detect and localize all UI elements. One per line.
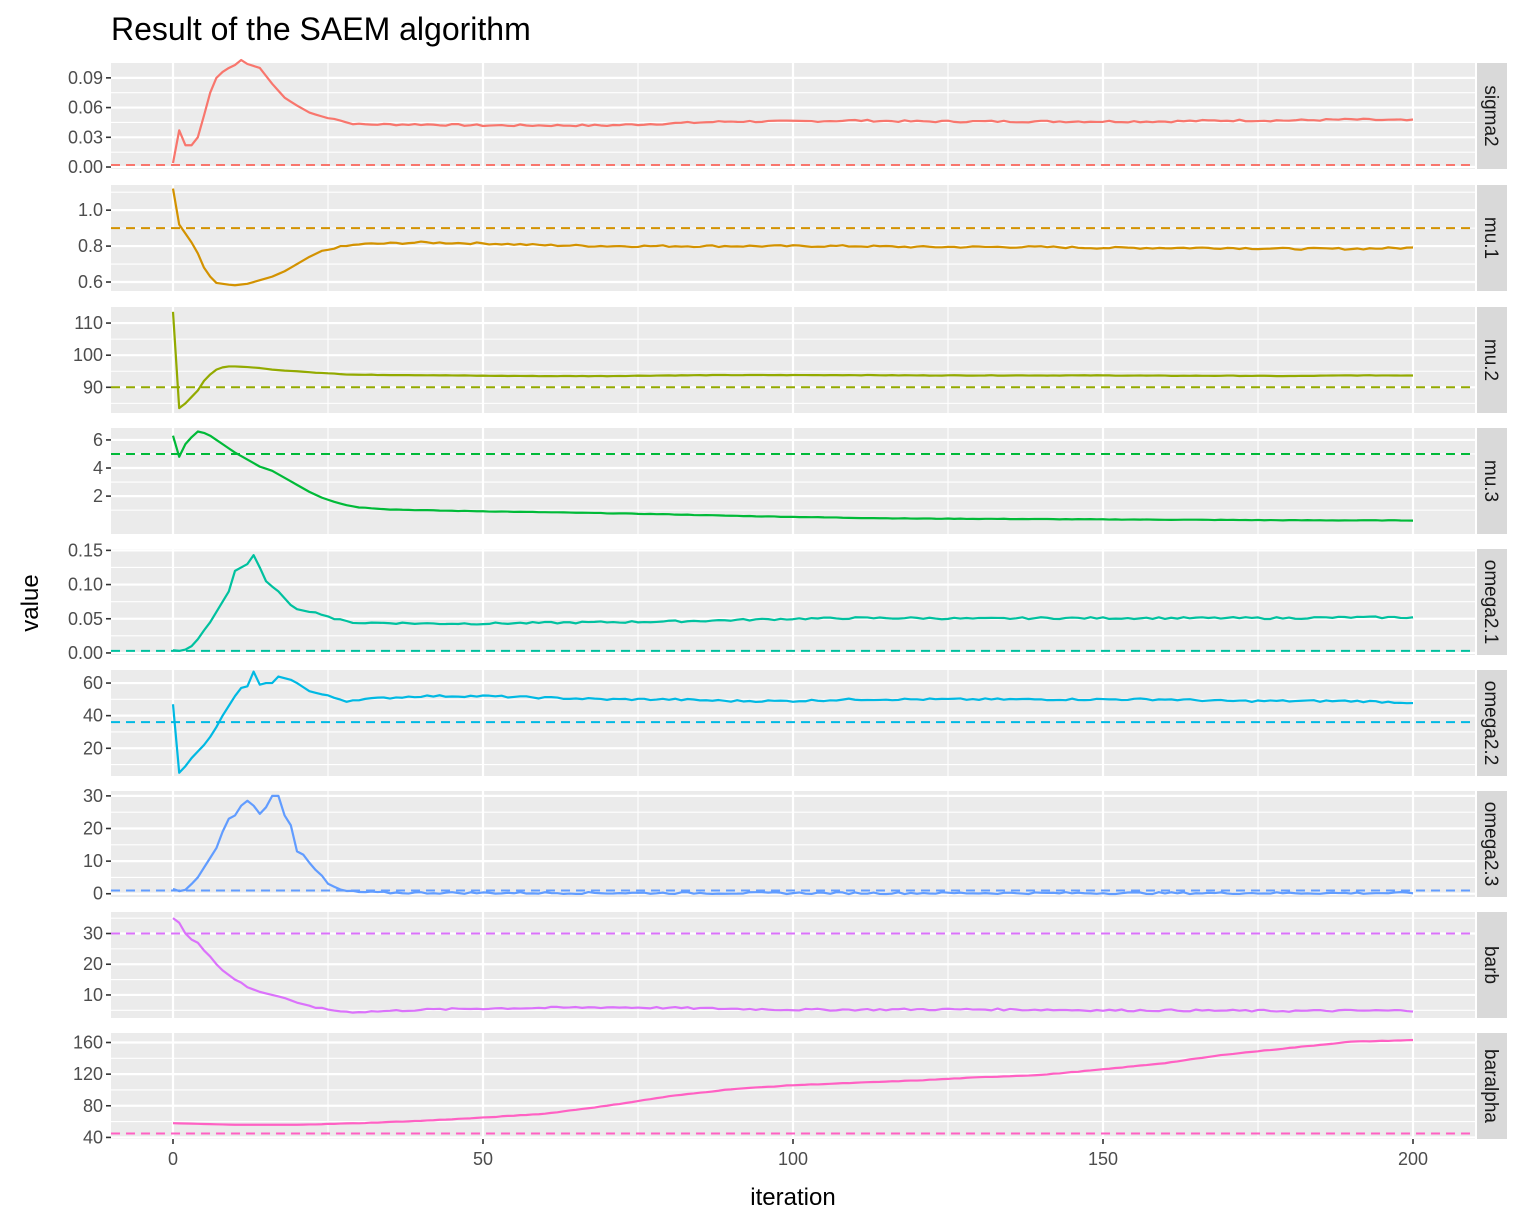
facet-barb: 10 20 30 barb [83,912,1507,1018]
facet-strip-label: omega2.1 [1480,560,1501,645]
y-tick-label: 0.00 [68,643,103,663]
facet-baralpha: 40 80 120 160 baralpha [73,1032,1507,1147]
facet-mu-2: 90 100 110 mu.2 [73,307,1507,413]
series-line [172,554,1414,653]
facet-strip-label: mu.2 [1480,339,1501,381]
facet-omega2-1: 0.00 0.05 0.10 0.15 omega2.1 [68,540,1507,663]
y-tick-label: 40 [83,1127,103,1147]
facet-strip [1477,670,1507,776]
series-line [171,58,1414,164]
facet-strip [1477,791,1507,897]
x-tick-label: 100 [778,1149,808,1169]
facet-strip-label: barb [1480,946,1501,984]
y-tick-label: 20 [83,738,103,758]
chart-title: Result of the SAEM algorithm [111,11,531,47]
facet-strip [1477,428,1507,534]
facet-strip [1477,912,1507,1018]
y-tick-label: 30 [83,786,103,806]
y-tick-label: 60 [83,673,103,693]
y-tick-label: 20 [83,954,103,974]
y-tick-label: 100 [73,345,103,365]
y-tick-label: 0.15 [68,540,103,560]
y-tick-label: 0.06 [68,98,103,118]
x-tick-label: 200 [1398,1149,1428,1169]
facet-strip-label: baralpha [1480,1049,1501,1123]
y-tick-label: 0.03 [68,127,103,147]
facet-sigma2: 0.00 0.03 0.06 0.09 sigma2 [68,58,1507,177]
facet-strip-label: mu.1 [1480,217,1501,259]
facet-omega2-2: 20 40 60 omega2.2 [83,670,1507,776]
facet-strip-label: omega2.2 [1480,681,1501,766]
y-tick-label: 0.10 [68,575,103,595]
facet-strip [1477,1033,1507,1139]
series-line [172,1038,1414,1126]
y-tick-label: 0.8 [78,236,103,256]
series-line [172,794,1414,896]
series-line [171,670,1414,774]
y-tick-label: 120 [73,1064,103,1084]
facets-layer: 0.000.030.060.09sigma20.60.81.0mu.190100… [68,58,1507,1147]
y-tick-label: 6 [93,430,103,450]
y-tick-label: 80 [83,1096,103,1116]
x-tick-label: 50 [473,1149,493,1169]
facet-strip [1477,549,1507,655]
facet-omega2-3: 0 10 20 30 omega2.3 [83,786,1507,904]
facet-strip-label: mu.3 [1480,460,1501,502]
y-tick-label: 0.00 [68,157,103,177]
y-tick-label: 40 [83,706,103,726]
x-tick-label: 150 [1088,1149,1118,1169]
y-tick-label: 0.05 [68,609,103,629]
y-tick-label: 0.6 [78,272,103,292]
y-tick-label: 1.0 [78,200,103,220]
y-axis-title: value [17,574,44,631]
facet-mu-1: 0.6 0.8 1.0 mu.1 [78,185,1507,292]
y-tick-label: 160 [73,1032,103,1052]
facet-strip-label: sigma2 [1480,85,1501,146]
series-line [171,430,1414,522]
y-tick-label: 10 [83,851,103,871]
series-line [171,311,1414,410]
y-tick-label: 90 [83,377,103,397]
facet-strip [1477,63,1507,169]
series-line [172,917,1414,1014]
x-tick-label: 0 [168,1149,178,1169]
x-axis-title: iteration [750,1184,835,1211]
series-line [171,188,1414,287]
y-tick-label: 10 [83,985,103,1005]
facet-strip-label: omega2.3 [1480,802,1501,887]
y-tick-label: 110 [74,313,103,333]
y-tick-label: 20 [83,819,103,839]
y-tick-label: 0.09 [68,68,103,88]
facet-strip [1477,307,1507,413]
y-tick-label: 0 [93,884,103,904]
y-tick-label: 4 [93,458,103,478]
y-tick-label: 2 [93,486,103,506]
facet-mu-3: 2 4 6 mu.3 [93,428,1507,534]
x-axis: 0 50 100 150 200 [168,1139,1428,1169]
facet-strip [1477,185,1507,291]
y-tick-label: 30 [83,924,103,944]
